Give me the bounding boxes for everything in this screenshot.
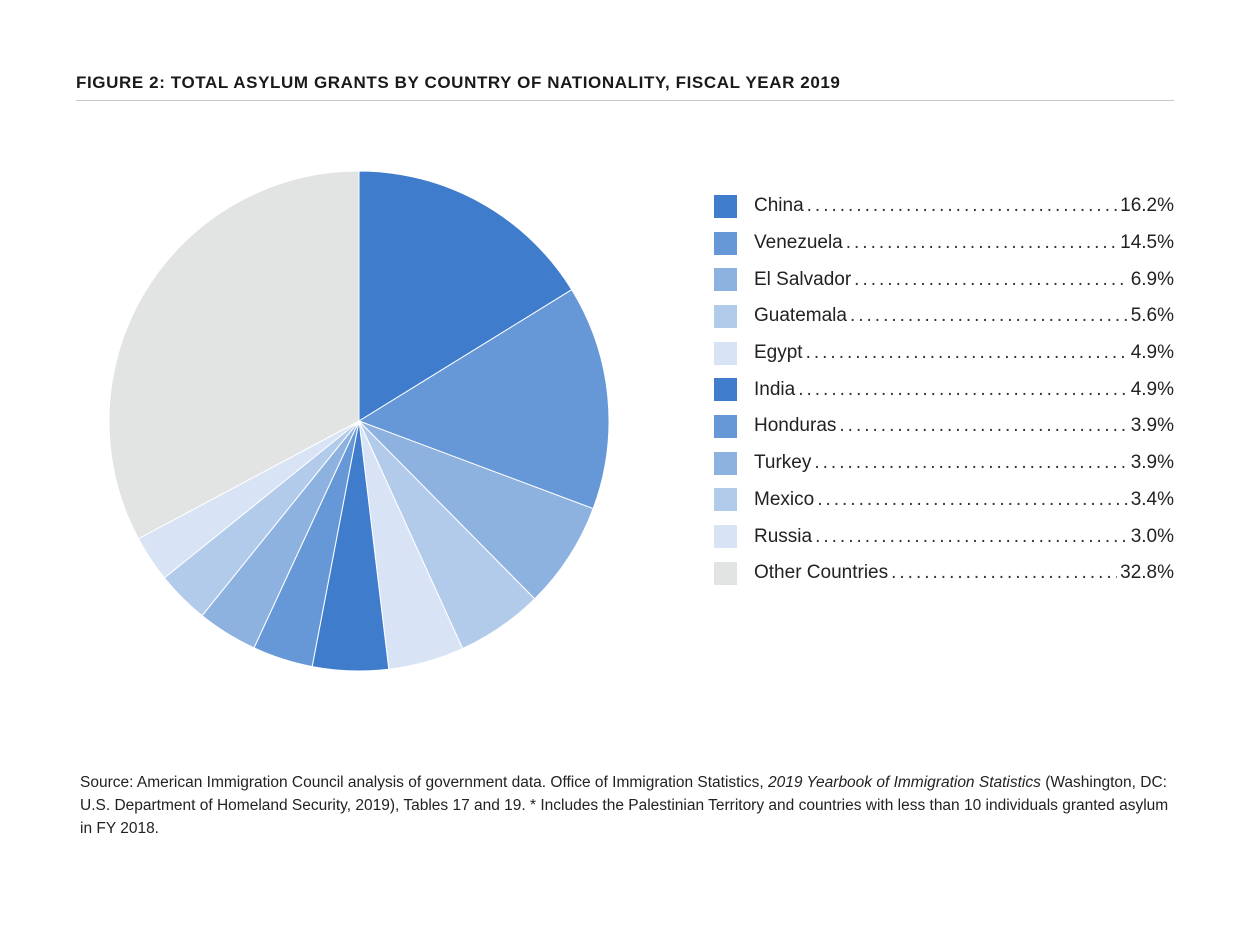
legend-item: Guatemala 5.6%	[714, 298, 1174, 335]
legend-item: Honduras 3.9%	[714, 408, 1174, 445]
legend-swatch	[714, 451, 737, 475]
leader-dots	[806, 342, 1128, 364]
legend-value: 5.6%	[1130, 305, 1174, 327]
legend-label: Honduras	[754, 415, 837, 437]
leader-dots	[854, 269, 1128, 291]
legend-swatch	[714, 194, 737, 218]
legend-label: Turkey	[754, 452, 812, 474]
legend-label: Venezuela	[754, 232, 843, 254]
leader-dots	[891, 562, 1117, 584]
legend-item: China 16.2%	[714, 188, 1174, 225]
chart-title: FIGURE 2: TOTAL ASYLUM GRANTS BY COUNTRY…	[76, 73, 841, 92]
legend-value: 3.4%	[1130, 488, 1174, 510]
legend-item: Other Countries 32.8%	[714, 555, 1174, 592]
leader-dots	[815, 526, 1128, 548]
legend-swatch	[714, 304, 737, 328]
pie-chart	[108, 170, 610, 672]
legend-value: 4.9%	[1130, 378, 1174, 400]
leader-dots	[839, 415, 1127, 437]
legend-item: Egypt 4.9%	[714, 335, 1174, 372]
legend-swatch	[714, 525, 737, 549]
legend: China 16.2% Venezuela 14.5% El Salvador 6.9% G…	[714, 188, 1174, 592]
legend-swatch	[714, 231, 737, 255]
legend-swatch	[714, 378, 737, 402]
legend-label: Egypt	[754, 342, 803, 364]
legend-label: China	[754, 195, 804, 217]
legend-value: 3.9%	[1130, 415, 1174, 437]
legend-item: India 4.9%	[714, 371, 1174, 408]
legend-item: Turkey 3.9%	[714, 445, 1174, 482]
pie-slice-china	[358, 170, 573, 422]
source-note: Source: American Immigration Council ana…	[80, 771, 1180, 840]
legend-item: Mexico 3.4%	[714, 482, 1174, 519]
source-text-cont: (Washington, DC: U.S. Department of Home…	[80, 774, 1169, 837]
leader-dots	[817, 489, 1128, 511]
title-divider	[76, 100, 1174, 101]
legend-item: Venezuela 14.5%	[714, 225, 1174, 262]
legend-swatch	[714, 414, 737, 438]
leader-dots	[798, 379, 1127, 401]
pie-slice-other-countries	[108, 170, 360, 540]
legend-swatch	[714, 561, 737, 585]
legend-value: 3.9%	[1130, 452, 1174, 474]
legend-label: Russia	[754, 525, 813, 547]
legend-swatch	[714, 268, 737, 292]
source-publication: 2019 Yearbook of Immigration Statistics	[768, 774, 1041, 791]
legend-label: El Salvador	[754, 268, 852, 290]
legend-label: Guatemala	[754, 305, 847, 327]
pie-slice-venezuela	[357, 289, 610, 510]
legend-value: 4.9%	[1130, 342, 1174, 364]
legend-item: Russia 3.0%	[714, 518, 1174, 555]
legend-value: 3.0%	[1130, 525, 1174, 547]
legend-value: 6.9%	[1130, 268, 1174, 290]
legend-value: 32.8%	[1120, 562, 1174, 584]
legend-value: 16.2%	[1120, 195, 1174, 217]
leader-dots	[807, 195, 1117, 217]
source-text: Source: American Immigration Council ana…	[80, 774, 769, 791]
legend-label: Other Countries	[754, 562, 889, 584]
legend-label: Mexico	[754, 488, 815, 510]
leader-dots	[814, 452, 1127, 474]
legend-item: El Salvador 6.9%	[714, 261, 1174, 298]
legend-swatch	[714, 341, 737, 365]
pie-slice-el-salvador	[358, 420, 594, 600]
leader-dots	[850, 305, 1128, 327]
legend-value: 14.5%	[1120, 232, 1174, 254]
legend-label: India	[754, 378, 796, 400]
leader-dots	[846, 232, 1117, 254]
legend-swatch	[714, 488, 737, 512]
